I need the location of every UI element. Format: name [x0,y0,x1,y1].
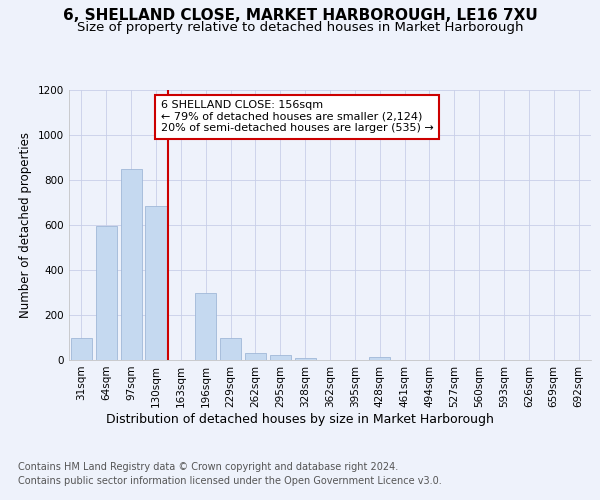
Bar [245,353,266,360]
Bar [145,206,167,360]
Text: Distribution of detached houses by size in Market Harborough: Distribution of detached houses by size … [106,412,494,426]
Text: Contains public sector information licensed under the Open Government Licence v3: Contains public sector information licen… [18,476,442,486]
Bar [220,338,241,360]
Text: Size of property relative to detached houses in Market Harborough: Size of property relative to detached ho… [77,21,523,34]
Bar [121,168,142,360]
Text: Contains HM Land Registry data © Crown copyright and database right 2024.: Contains HM Land Registry data © Crown c… [18,462,398,472]
Bar [369,358,390,360]
Bar [295,358,316,360]
Bar [71,338,92,360]
Text: 6, SHELLAND CLOSE, MARKET HARBOROUGH, LE16 7XU: 6, SHELLAND CLOSE, MARKET HARBOROUGH, LE… [62,8,538,22]
Bar [195,292,216,360]
Y-axis label: Number of detached properties: Number of detached properties [19,132,32,318]
Text: 6 SHELLAND CLOSE: 156sqm
← 79% of detached houses are smaller (2,124)
20% of sem: 6 SHELLAND CLOSE: 156sqm ← 79% of detach… [161,100,434,134]
Bar [96,226,117,360]
Bar [270,355,291,360]
